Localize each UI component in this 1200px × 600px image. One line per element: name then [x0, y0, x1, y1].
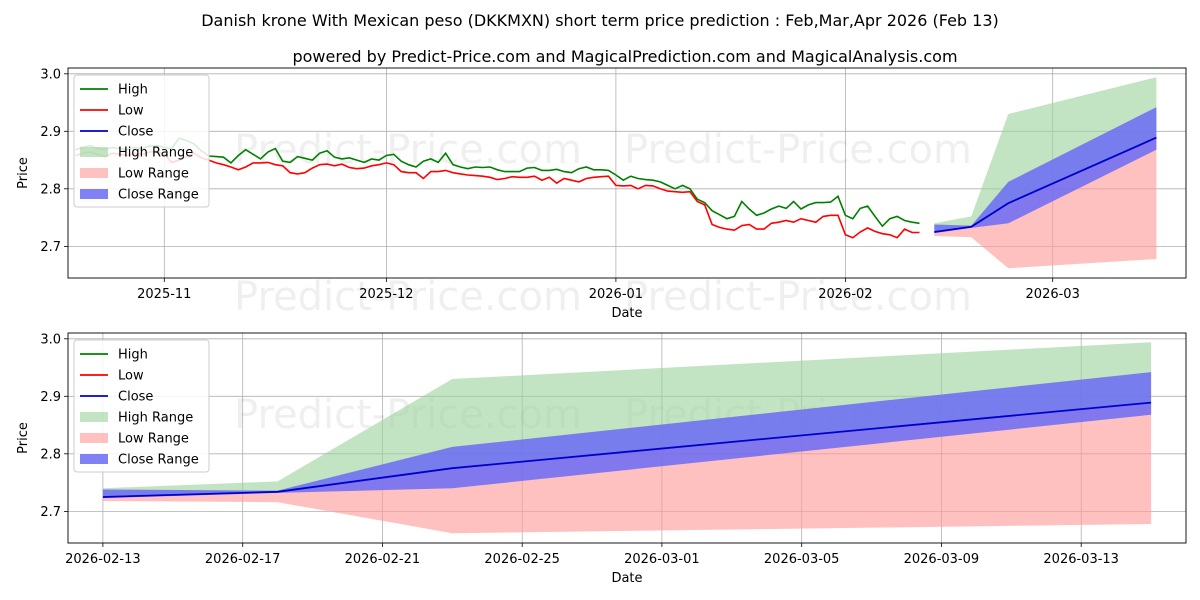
y-tick-label: 2.9	[40, 390, 61, 405]
legend-label: Low Range	[118, 167, 189, 182]
legend-label: Close	[118, 390, 153, 405]
x-tick-label: 2026-02-17	[205, 552, 281, 567]
legend-swatch	[80, 433, 108, 443]
legend: High Low Close High Range Low Range Close Ran…	[73, 339, 210, 473]
x-tick-label: 2026-03-09	[904, 552, 980, 567]
legend-label: Low	[118, 369, 144, 384]
y-tick-label: 3.0	[40, 332, 61, 347]
watermark: Predict-Price.com	[234, 127, 582, 173]
close-range-area	[934, 107, 1157, 234]
x-tick-label: 2026-03-01	[624, 552, 700, 567]
y-tick-label: 3.0	[40, 67, 61, 82]
watermark: Predict-Price.com	[234, 274, 582, 320]
close-range-area	[102, 372, 1152, 499]
y-tick-label: 2.8	[40, 182, 61, 197]
plot-frame	[67, 67, 1187, 279]
x-tick-label: 2025-12	[359, 287, 413, 302]
y-tick-label: 2.7	[40, 505, 61, 520]
chart-title: Danish krone With Mexican peso (DKKMXN) …	[201, 11, 999, 30]
legend-label: Close Range	[118, 188, 199, 203]
legend-label: Close	[118, 125, 153, 140]
legend-swatch	[80, 168, 108, 178]
x-tick-label: 2026-02	[818, 287, 872, 302]
legend-label: Low	[118, 104, 144, 119]
legend-label: High	[118, 83, 148, 98]
legend: High Low Close High Range Low Range Close Ran…	[73, 74, 210, 208]
x-tick-label: 2026-02-25	[484, 552, 560, 567]
x-tick-label: 2025-11	[137, 287, 191, 302]
x-tick-label: 2026-01	[589, 287, 643, 302]
plot-frame	[67, 332, 1187, 544]
y-axis-label: Price	[16, 422, 31, 454]
legend-swatch	[80, 454, 108, 464]
watermark: Predict-Price.com	[624, 274, 972, 320]
x-tick-label: 2026-02-21	[345, 552, 421, 567]
x-axis-label: Date	[611, 306, 642, 321]
legend-swatch	[80, 147, 108, 157]
legend-label: High	[118, 348, 148, 363]
legend-label: High Range	[118, 146, 193, 161]
legend-swatch	[80, 189, 108, 199]
x-tick-label: 2026-03-05	[764, 552, 840, 567]
y-tick-label: 2.8	[40, 447, 61, 462]
x-tick-label: 2026-03-13	[1043, 552, 1119, 567]
x-tick-label: 2026-03	[1026, 287, 1080, 302]
y-tick-label: 2.9	[40, 125, 61, 140]
close-series-line	[934, 136, 1157, 233]
chart-subtitle: powered by Predict-Price.com and Magical…	[292, 47, 957, 66]
high-range-area	[934, 77, 1157, 232]
x-axis-label: Date	[611, 571, 642, 586]
low-series-line	[75, 150, 920, 239]
watermark: Predict-Price.com	[624, 127, 972, 173]
x-tick-label: 2026-02-13	[65, 552, 141, 567]
legend-label: High Range	[118, 411, 193, 426]
y-tick-label: 2.7	[40, 240, 61, 255]
legend-label: Low Range	[118, 432, 189, 447]
close-series-line	[102, 401, 1152, 498]
y-axis-label: Price	[16, 157, 31, 189]
panel-bottom: 2026-02-13 2026-02-17 2026-02-21 2026-02-25…	[16, 332, 1187, 586]
high-series-line	[75, 137, 920, 228]
legend-swatch	[80, 412, 108, 422]
panel-top: 2025-11 2025-12 2026-01 2026-02 2026-03 2.7 2.…	[16, 67, 1187, 321]
high-range-area	[102, 342, 1152, 497]
legend-label: Close Range	[118, 453, 199, 468]
